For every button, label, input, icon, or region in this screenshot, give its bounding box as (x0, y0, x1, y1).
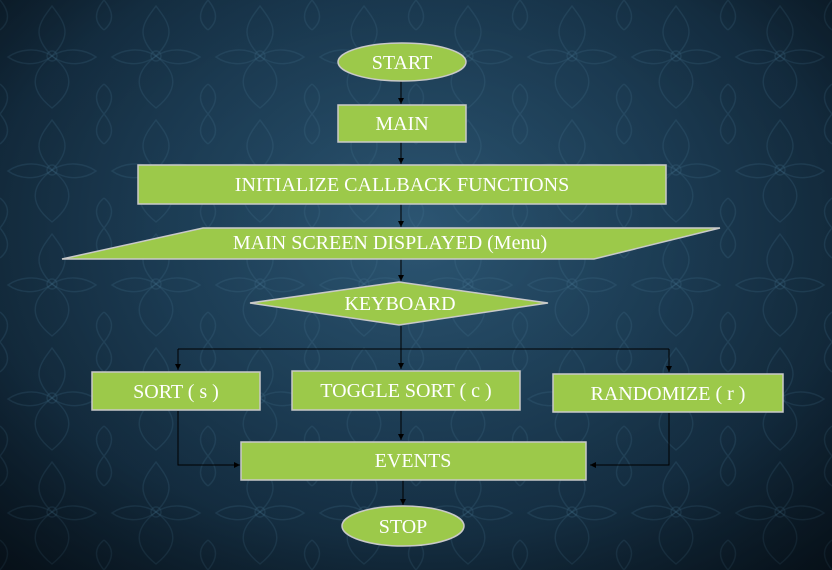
edge-randomize-events (590, 413, 670, 468)
toggle-process-box (291, 370, 521, 411)
node-events: EVENTS (240, 441, 587, 481)
node-main-label: MAIN (375, 113, 428, 135)
node-start-label: START (372, 52, 433, 74)
node-randomize-label: RANDOMIZE ( r ) (591, 383, 746, 405)
node-init-label: INITIALIZE CALLBACK FUNCTIONS (235, 174, 569, 196)
start-terminator (337, 42, 467, 82)
display-io-shape (61, 227, 721, 260)
node-stop-label: STOP (379, 516, 428, 538)
node-display: MAIN SCREEN DISPLAYED (Menu) (61, 227, 721, 260)
node-stop: STOP (341, 505, 465, 547)
events-process-box (240, 441, 587, 481)
node-randomize: RANDOMIZE ( r ) (552, 373, 784, 413)
edge-sort-events (177, 411, 240, 468)
sort-process-box (91, 371, 261, 411)
connectors (175, 80, 672, 505)
node-sort-label: SORT ( s ) (133, 381, 219, 403)
keyboard-decision-shape (249, 281, 549, 326)
node-display-label: MAIN SCREEN DISPLAYED (Menu) (233, 232, 547, 254)
node-events-label: EVENTS (375, 450, 452, 472)
main-process-box (337, 104, 467, 143)
node-sort: SORT ( s ) (91, 371, 261, 411)
stop-terminator (341, 505, 465, 547)
node-toggle-label: TOGGLE SORT ( c ) (320, 380, 491, 402)
node-keyboard-label: KEYBOARD (344, 293, 455, 315)
node-start: START (337, 42, 467, 82)
init-process-box (137, 164, 667, 205)
randomize-process-box (552, 373, 784, 413)
node-keyboard: KEYBOARD (249, 281, 549, 326)
node-toggle: TOGGLE SORT ( c ) (291, 370, 521, 411)
node-main: MAIN (337, 104, 467, 143)
node-init: INITIALIZE CALLBACK FUNCTIONS (137, 164, 667, 205)
